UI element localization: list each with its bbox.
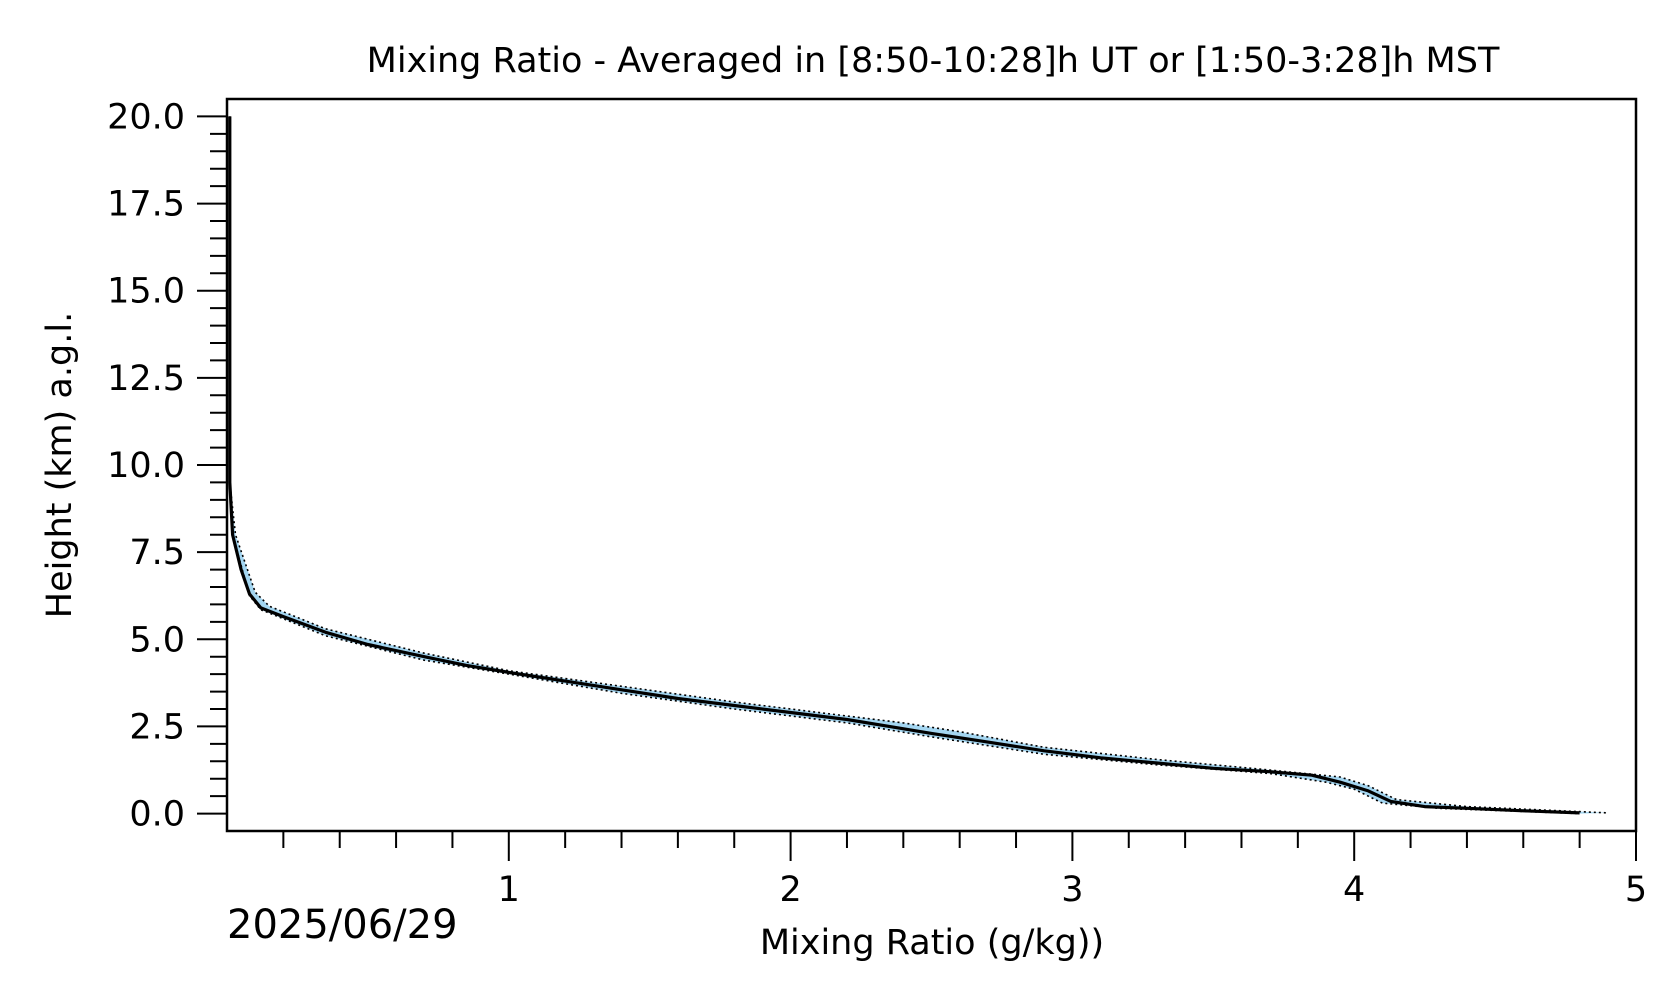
y-tick-label: 15.0: [107, 272, 185, 312]
y-tick-label: 2.5: [129, 707, 185, 747]
y-tick-label: 0.0: [129, 795, 185, 835]
lower-bound-line: [229, 116, 1580, 815]
y-tick-label: 20.0: [107, 97, 185, 137]
y-tick-label: 5.0: [129, 620, 185, 660]
y-tick-label: 12.5: [107, 359, 185, 399]
y-axis-label: Height (km) a.g.l.: [40, 312, 80, 618]
x-tick-label: 3: [1061, 870, 1083, 910]
x-tick-label: 4: [1343, 870, 1365, 910]
plot-frame: [225, 97, 1638, 833]
y-tick-label: 17.5: [107, 185, 185, 225]
mean-profile-line: [228, 116, 1580, 815]
y-tick-label: 7.5: [129, 533, 185, 573]
x-tick-label: 5: [1625, 870, 1647, 910]
y-tick-label: 10.0: [107, 446, 185, 486]
chart-title: Mixing Ratio - Averaged in [8:50-10:28]h…: [367, 41, 1500, 81]
x-tick-label: 2: [779, 870, 801, 910]
x-tick-label: 1: [498, 870, 520, 910]
x-axis-label: Mixing Ratio (g/kg)): [760, 923, 1104, 963]
x-axis: 1 2 3 4 5: [282, 831, 1647, 910]
date-label: 2025/06/29: [227, 902, 458, 948]
uncertainty-band: [229, 116, 1608, 814]
y-axis: 0.0 2.5 5.0 7.5 10.0 12.5 15.0 17.5 20.0: [107, 97, 227, 835]
plot-area: [228, 116, 1608, 815]
upper-bound-line: [229, 116, 1608, 814]
